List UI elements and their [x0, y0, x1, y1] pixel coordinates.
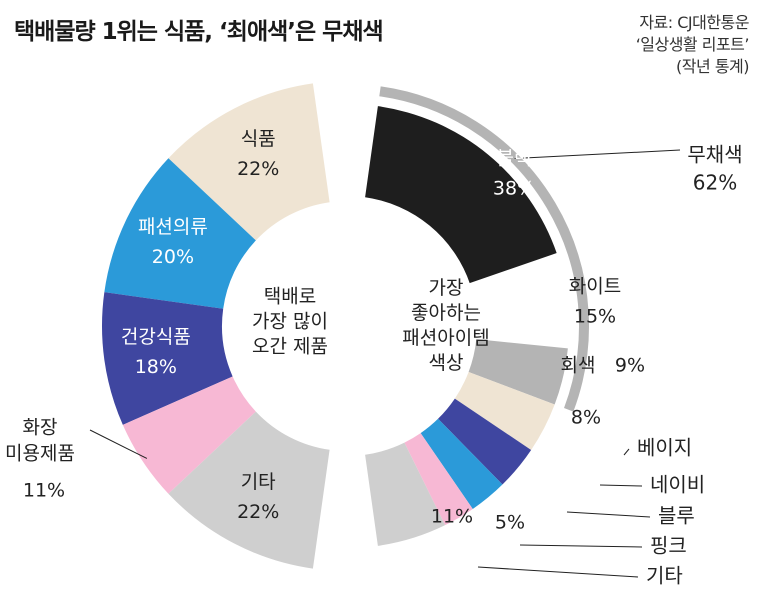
left-center-label: 택배로 가장 많이 오간 제품 [252, 286, 328, 358]
left-slice-1 [104, 158, 256, 309]
source-line: 자료: CJ대한통운 [639, 13, 749, 32]
left-slice-value-1: 20% [152, 246, 194, 268]
right-slice-7 [365, 442, 446, 546]
right-slice-3 [454, 371, 555, 451]
right-slice-5 [420, 418, 503, 509]
left-slice-2 [102, 292, 233, 425]
right-slice-value-5: 6% [533, 486, 563, 508]
chart-headline: 택배물량 1위는 식품, ‘최애색’은 무채색 [14, 19, 384, 45]
right-leader-7 [477, 566, 639, 578]
left-slice-value-3: 11% [23, 480, 65, 502]
right-leader-3 [623, 448, 630, 456]
right-slice-label-6: 핑크 [650, 534, 687, 558]
right-leader-4 [599, 484, 643, 487]
right-slice-value-6: 5% [495, 512, 525, 534]
right-slice-value-3: 8% [571, 407, 601, 429]
left-slice-label-0: 식품 [241, 128, 276, 150]
right-slice-2 [468, 339, 568, 405]
left-slice-3 [122, 376, 256, 494]
right-slice-value-4: 7% [547, 447, 577, 469]
left-slice-label-1: 패션의류 [138, 216, 208, 238]
right-center-label: 가장 좋아하는 패션아이템 색상 [402, 277, 489, 374]
left-slice-0 [168, 83, 330, 241]
group-leader [514, 149, 681, 160]
left-slice-value-2: 18% [135, 356, 177, 378]
left-slice-label-4: 기타 [241, 471, 276, 493]
achromatic-group-arc [379, 86, 589, 412]
right-slice-value-1: 15% [574, 306, 616, 328]
right-slice-6 [404, 433, 473, 526]
source-line: ‘일상생활 리포트’ [635, 35, 750, 54]
left-leader-3 [89, 429, 148, 459]
group-label: 무채색 [687, 143, 742, 167]
left-slice-label-2: 건강식품 [121, 326, 191, 348]
right-slice-0 [365, 106, 557, 284]
right-slice-label-4: 네이비 [650, 473, 705, 497]
right-leader-6 [519, 544, 643, 548]
right-leader-5 [566, 511, 651, 518]
right-slice-value-7: 11% [431, 506, 473, 528]
right-slice-label-7: 기타 [646, 564, 683, 588]
left-slice-value-0: 22% [237, 158, 279, 180]
right-slice-value-0: 38% [493, 178, 535, 200]
left-slice-4 [168, 411, 330, 569]
right-slice-4 [438, 398, 532, 485]
source-note: 자료: CJ대한통운 ‘일상생활 리포트’ (작년 통계) [635, 12, 750, 78]
right-slice-label-1: 화이트 [569, 276, 621, 298]
right-slice-label-0: 블랙 [497, 148, 532, 170]
left-slice-value-4: 22% [237, 501, 279, 523]
right-slice-label-5: 블루 [658, 504, 695, 528]
right-slice-label-3: 베이지 [637, 436, 692, 460]
source-line: (작년 통계) [676, 57, 749, 76]
right-slice-label-2: 회색 [561, 355, 596, 377]
group-value: 62% [693, 171, 737, 195]
left-slice-label-3: 화장 미용제품 [5, 417, 75, 465]
right-slice-value-2: 9% [615, 355, 645, 377]
